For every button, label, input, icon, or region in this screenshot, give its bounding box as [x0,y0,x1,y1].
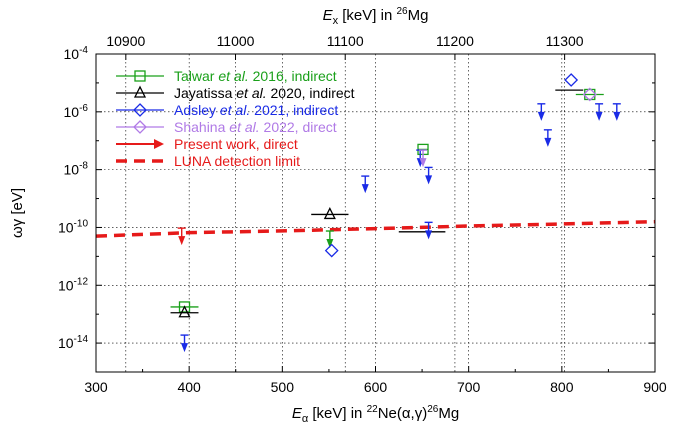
jaya-point-1 [323,206,336,220]
legend-arrow-head [154,139,164,149]
top-x-tick-label: 11200 [436,33,474,49]
x-tick-label: 800 [550,379,574,395]
adsley-point-6-head [537,111,545,121]
adsley-point-1 [324,243,339,258]
legend-item-talwar: Talwar et al. 2016, indirect [116,68,337,84]
grid [96,54,655,372]
axes: 300 400 500 600 700 800 900 10-14 10-12 10-10 10-8… [58,33,667,395]
top-x-tick-label: 11300 [546,33,584,49]
shahina-point-0-head [419,158,427,168]
x-tick-label: 300 [84,379,108,395]
data-points-layer [170,73,621,353]
talwar-point-1 [325,230,334,249]
legend-marker [134,70,146,82]
legend-item-present: Present work, direct [116,136,298,152]
x-tick-label: 500 [271,379,295,395]
adsley-point-9 [595,103,604,121]
luna-detection-limit-curve [95,219,656,238]
legend-label: Talwar et al. 2016, indirect [174,68,337,84]
adsley-point-6 [537,103,546,121]
present-point-0 [177,227,186,246]
talwar-point-0 [178,301,191,313]
legend-item-shahina: Shahina et al. 2022, direct [116,119,337,135]
talwar-point-3 [584,88,596,101]
x-tick-label: 600 [364,379,388,395]
legend-marker [133,103,147,117]
adsley-point-2 [361,175,370,194]
legend-label: Shahina et al. 2022, direct [174,119,337,135]
y-tick-label: 10-6 [64,103,89,120]
adsley-point-7 [543,129,552,147]
top-x-tick-label: 10900 [106,33,145,49]
adsley-point-8 [564,73,579,87]
talwar-point-1-head [326,239,334,249]
y-tick-label: 10-10 [58,218,88,235]
adsley-point-5-head [425,230,433,240]
jaya-point-0 [178,305,191,318]
legend-label: LUNA detection limit [174,153,300,169]
adsley-point-9-head [595,111,603,121]
y-tick-label: 10-4 [64,45,89,62]
adsley-point-2-head [361,184,369,194]
legend-item-jaya: Jayatissa et al. 2020, indirect [116,85,355,101]
adsley-point-10 [612,103,621,121]
x-tick-label: 400 [177,379,201,395]
y-tick-label: 10-14 [58,334,88,351]
top-x-axis-label: Ex [keV] in 26Mg [323,6,429,27]
adsley-point-4 [424,166,433,185]
legend-label: Adsley et al. 2021, indirect [174,102,338,118]
shahina-point-0 [419,149,428,168]
x-axis-label: Eα [keV] in 22Ne(α,γ)26Mg [292,404,459,425]
adsley-point-0-head [181,343,189,353]
shahina-point-1 [582,87,597,102]
x-tick-label: 700 [457,379,481,395]
adsley-point-4-head [425,175,433,185]
x-tick-label: 900 [643,379,667,395]
top-x-tick-label: 11100 [327,33,364,49]
legend-marker [133,120,147,134]
adsley-point-7-head [544,137,552,147]
y-axis-label: ωγ [eV] [9,188,26,238]
legend-label: Jayatissa et al. 2020, indirect [174,85,355,101]
y-tick-label: 10-8 [64,161,89,178]
y-tick-label: 10-12 [58,276,88,293]
present-point-0-head [178,236,186,246]
luna-curve-layer [95,219,656,238]
legend-item-luna: LUNA detection limit [116,153,300,169]
adsley-point-0 [180,334,189,353]
top-x-tick-label: 11000 [217,33,255,49]
legend-item-adsley: Adsley et al. 2021, indirect [116,102,338,118]
adsley-point-5 [424,221,433,240]
legend-label: Present work, direct [174,136,298,152]
adsley-point-10-head [613,111,621,121]
legend-marker [133,85,147,98]
